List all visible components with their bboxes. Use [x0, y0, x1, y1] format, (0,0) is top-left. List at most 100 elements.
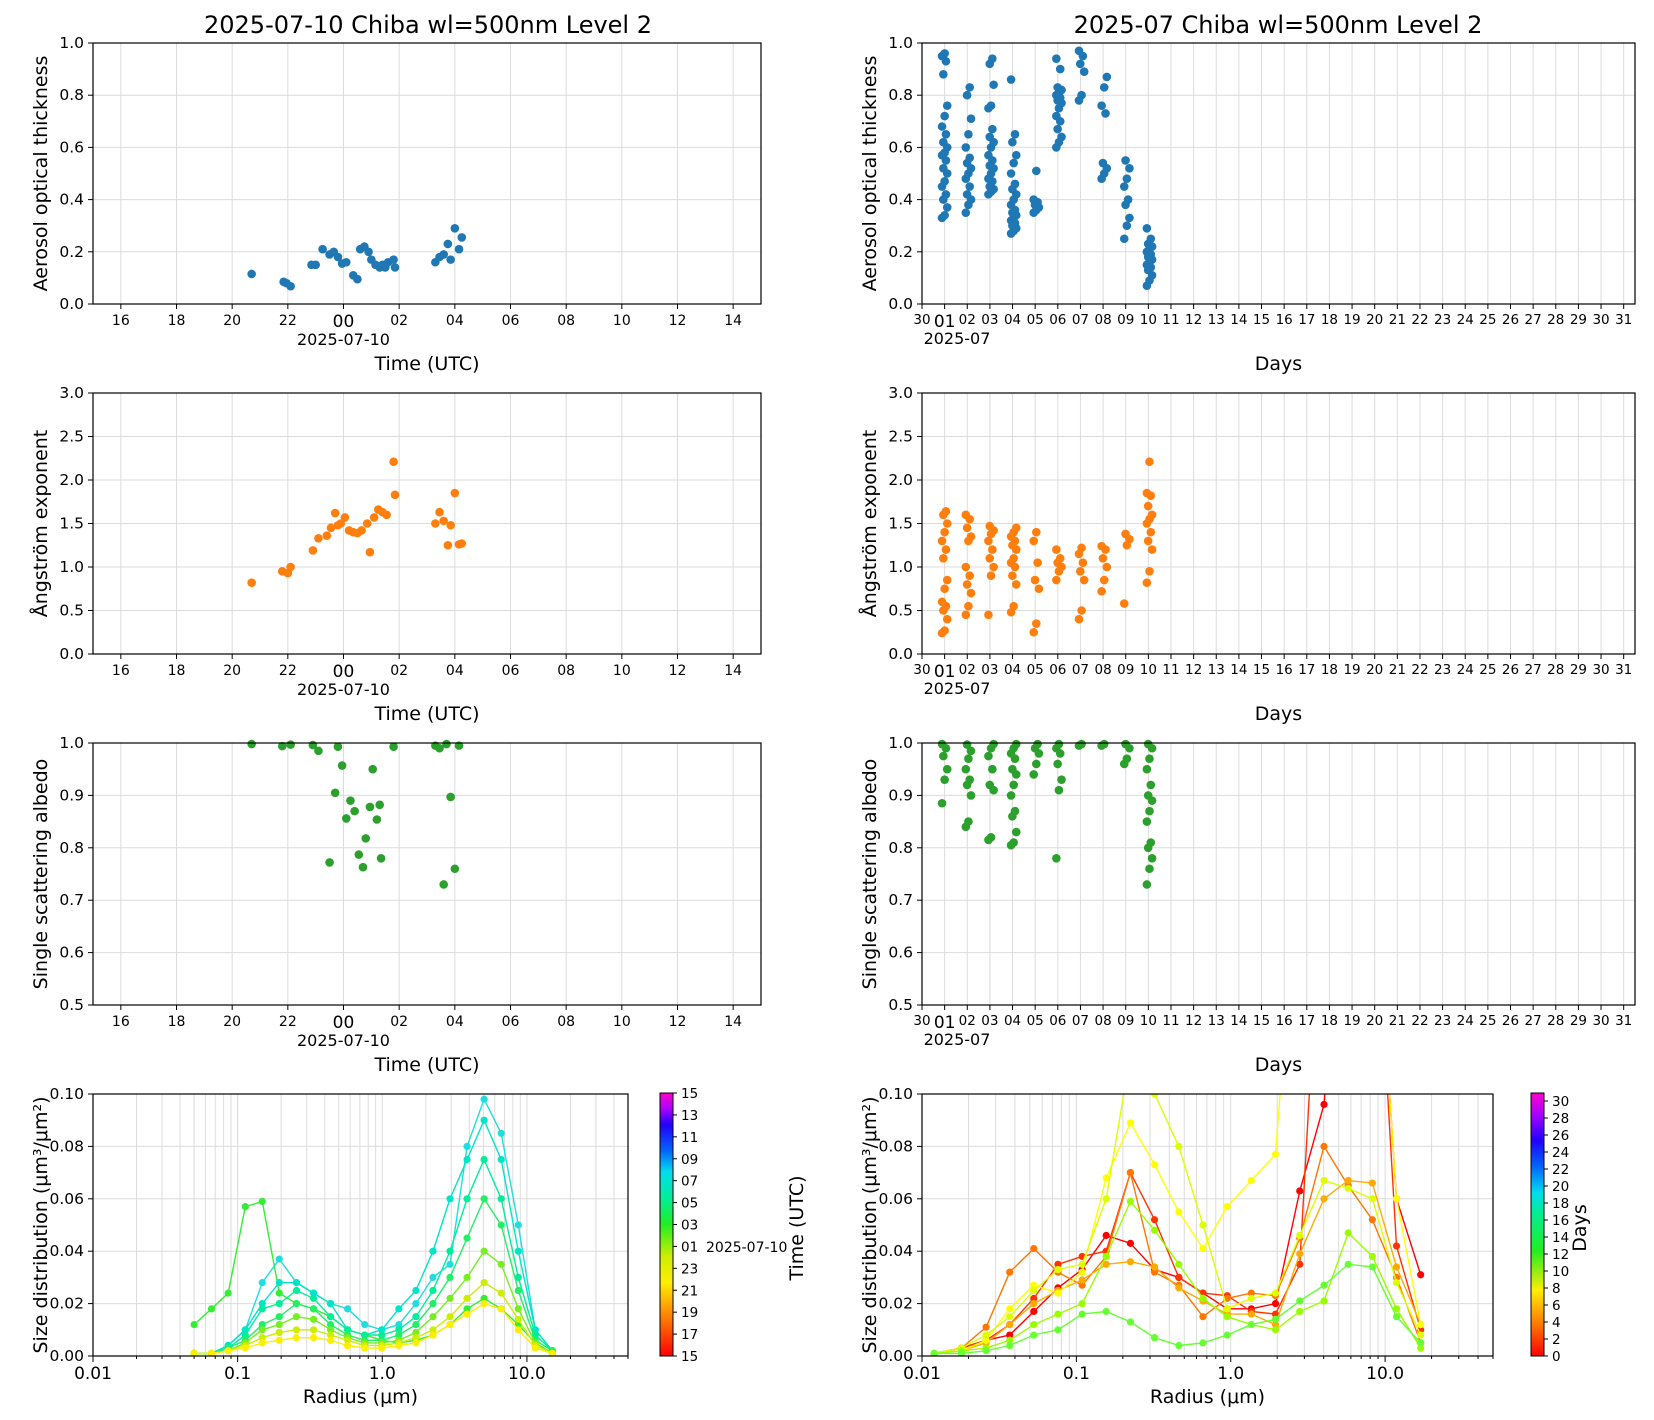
x-tick-label: 31	[1615, 312, 1632, 328]
series-point	[1271, 1150, 1280, 1158]
data-point	[362, 519, 372, 528]
x-tick-label: 15	[1253, 1013, 1270, 1029]
data-point	[1011, 523, 1021, 533]
series-point	[326, 1326, 335, 1334]
y-tick-label: 1.0	[888, 734, 913, 752]
x-tick-label: 12	[1185, 662, 1202, 678]
series-line	[194, 1302, 553, 1355]
plot-frame	[921, 742, 1636, 1006]
colorbar-tick-label: 0	[1552, 1349, 1561, 1365]
data-point	[988, 124, 997, 134]
x-tick-label: 29	[1570, 1013, 1587, 1029]
x-tick-label: 05	[1027, 312, 1044, 328]
x-tick-label: 11	[1162, 1013, 1179, 1029]
data-point	[966, 532, 976, 541]
x-tick-label: 18	[1321, 312, 1338, 328]
x-tick-label: 27	[1525, 662, 1542, 678]
y-tick-label: 2.0	[888, 471, 913, 489]
colorbar-tick-label: 13	[681, 1108, 698, 1124]
x-tick-label: 12	[1185, 312, 1202, 328]
series-point	[224, 1289, 232, 1297]
series-line	[194, 1281, 553, 1355]
series-point	[514, 1273, 522, 1281]
x-tick-label: 04	[1004, 662, 1021, 678]
x-tick-label: 22	[1411, 662, 1428, 678]
data-point	[1099, 739, 1109, 749]
y-tick-label: 0.06	[49, 1190, 84, 1208]
data-point	[1101, 109, 1110, 118]
x-tick-label: 04	[446, 663, 464, 679]
x-tick-label: 02	[959, 662, 976, 678]
series-group	[190, 1095, 556, 1356]
data-point	[1033, 739, 1042, 749]
data-point	[318, 244, 327, 254]
x-tick-label: 21	[1389, 1013, 1406, 1029]
series-point	[1030, 1294, 1038, 1302]
data-point	[1052, 575, 1061, 585]
series-point	[1150, 1216, 1159, 1224]
x-tick-label: 18	[168, 663, 186, 679]
series-point	[1006, 1331, 1014, 1339]
x-tick-label: 10	[1140, 312, 1157, 328]
colorbar-tick-label: 4	[1552, 1315, 1561, 1331]
series-point	[1223, 1331, 1231, 1339]
series-point	[1078, 1268, 1086, 1276]
series-point	[1344, 1260, 1352, 1268]
data-point	[1079, 67, 1089, 77]
data-point	[942, 575, 952, 585]
series-point	[1054, 1289, 1062, 1297]
series-point	[412, 1334, 420, 1342]
data-point	[940, 210, 949, 220]
x-tick-label: 30	[1592, 1013, 1609, 1029]
series-point	[1368, 1252, 1376, 1261]
data-point	[985, 780, 995, 790]
series-point	[1368, 1195, 1376, 1203]
series-point	[497, 1260, 505, 1268]
data-point	[1122, 754, 1132, 764]
data-point	[1121, 529, 1130, 539]
data-point	[1145, 754, 1154, 764]
data-point	[1077, 543, 1086, 553]
x-tick-label: 10.0	[1366, 1364, 1404, 1384]
data-point	[1097, 101, 1106, 110]
series-line	[194, 1118, 553, 1355]
data-point	[1119, 599, 1129, 608]
colorbar-strip	[659, 1092, 674, 1357]
y-tick-label: 0.9	[888, 786, 913, 804]
series-point	[1296, 828, 1303, 835]
data-point	[1143, 739, 1153, 749]
x-tick-label: 18	[1321, 1013, 1338, 1029]
x-tick-label: 16	[1276, 662, 1293, 678]
data-point	[1147, 853, 1157, 863]
x-tick-label: 28	[1547, 312, 1564, 328]
data-point	[1142, 578, 1152, 587]
data-point	[1009, 158, 1018, 168]
series-point	[446, 1273, 454, 1281]
x-tick-label: 25	[1479, 662, 1496, 678]
data-point	[457, 539, 467, 548]
series-point	[1030, 1307, 1038, 1316]
data-point	[1055, 64, 1065, 74]
series-point	[497, 1155, 505, 1164]
x-tick-label: 08	[1094, 662, 1111, 678]
series-point	[309, 1289, 318, 1297]
data-point	[940, 111, 949, 121]
y-tick-label: 0.5	[888, 602, 913, 620]
data-point	[939, 137, 948, 147]
data-point	[1029, 536, 1039, 546]
x-tick-label: 08	[557, 663, 575, 679]
colorbar-tick-label: 24	[1552, 1145, 1569, 1161]
y-tick-label: 0.7	[888, 891, 913, 909]
data-point	[389, 457, 398, 467]
plot-frame	[921, 1093, 1494, 1357]
data-point	[1006, 169, 1016, 178]
series-point	[982, 1336, 990, 1344]
series-point	[395, 1341, 403, 1350]
series-point	[344, 1326, 352, 1334]
data-point	[965, 571, 975, 580]
x-tick-label: 12	[669, 1014, 687, 1030]
series-point	[326, 1300, 335, 1308]
x-tick-label: 15	[1253, 312, 1270, 328]
data-point	[1075, 59, 1085, 69]
